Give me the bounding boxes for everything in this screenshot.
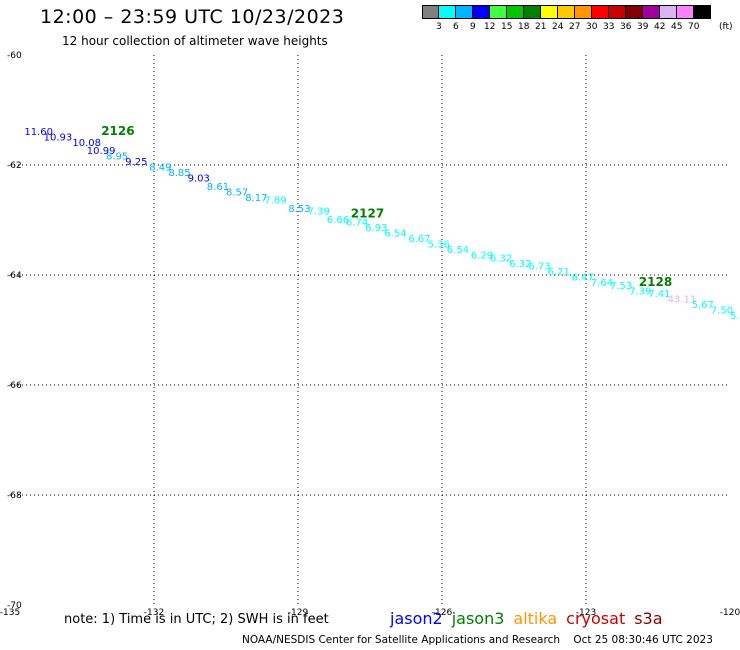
color-swatch — [626, 5, 643, 19]
wave-height-point: 7.64 — [591, 278, 613, 289]
wave-height-point: 10.08 — [72, 138, 101, 149]
x-tick-label: -129 — [288, 608, 309, 618]
color-scale-label: 6 — [453, 22, 459, 32]
color-swatch — [473, 5, 490, 19]
color-swatch — [575, 5, 592, 19]
wave-height-point: 5.67 — [692, 300, 714, 311]
wave-height-point: 7.41 — [648, 289, 670, 300]
wave-height-point: 5.36 — [428, 240, 450, 251]
x-tick-label: -120 — [720, 608, 740, 618]
color-scale-label: 30 — [586, 22, 598, 32]
color-scale-label: 24 — [552, 22, 564, 32]
wave-height-point: 8.61 — [207, 182, 229, 193]
color-scale-label: 42 — [654, 22, 666, 32]
color-scale-label: 9 — [470, 22, 476, 32]
color-swatch — [456, 5, 473, 19]
color-scale-label: 3 — [436, 22, 442, 32]
wave-height-point: 43.11 — [668, 295, 697, 306]
color-swatch — [439, 5, 456, 19]
chart-subtitle: 12 hour collection of altimeter wave hei… — [62, 34, 328, 48]
y-tick-label: -68 — [7, 491, 22, 501]
y-tick-label: -64 — [7, 271, 22, 281]
wave-height-point: 10.93 — [44, 132, 73, 143]
color-swatch — [677, 5, 694, 19]
pass-number-label: 2127 — [351, 206, 384, 220]
wave-height-point: 7.39 — [629, 286, 651, 297]
y-tick-label: -62 — [7, 161, 22, 171]
y-tick-label: -70 — [7, 601, 22, 611]
wave-height-point: 6.67 — [408, 234, 430, 245]
color-swatch — [558, 5, 575, 19]
satellite-label: s3a — [634, 609, 663, 628]
color-swatch — [660, 5, 677, 19]
color-swatch — [541, 5, 558, 19]
color-scale-label: 18 — [518, 22, 530, 32]
wave-height-point: 7.50 — [711, 306, 733, 317]
color-scale-label: 70 — [688, 22, 700, 32]
wave-height-point: 6.93 — [365, 223, 387, 234]
color-swatch — [694, 5, 711, 19]
wave-height-point: 6.47 — [572, 273, 594, 284]
x-tick-label: -135 — [0, 608, 20, 618]
wave-height-point: 6.32 — [509, 259, 531, 270]
color-scale-unit: (ft) — [719, 22, 733, 32]
color-scale-label: 27 — [569, 22, 581, 32]
color-swatch — [592, 5, 609, 19]
color-scale-legend — [422, 5, 711, 19]
color-scale-label: 12 — [484, 22, 496, 32]
color-swatch — [490, 5, 507, 19]
satellite-legend: jason2 jason3 altika cryosat s3a — [390, 609, 672, 628]
satellite-label: cryosat — [566, 609, 626, 628]
wave-height-point: 8.53 — [288, 204, 310, 215]
satellite-label: jason2 — [390, 609, 443, 628]
color-scale-label: 15 — [501, 22, 513, 32]
wave-height-point: 6.21 — [548, 267, 570, 278]
y-tick-label: -60 — [7, 51, 22, 61]
satellite-label: jason3 — [451, 609, 505, 628]
wave-height-point: 8.85 — [168, 168, 190, 179]
color-scale-label: 39 — [637, 22, 649, 32]
wave-height-point: 7.53 — [610, 281, 632, 292]
wave-height-point: 6.74 — [346, 218, 368, 229]
wave-height-point: 8.95 — [106, 152, 128, 163]
wave-height-point: 6.54 — [384, 229, 406, 240]
wave-height-point: 8.17 — [245, 193, 267, 204]
wave-height-point: 8.57 — [226, 187, 248, 198]
color-scale-label: 21 — [535, 22, 547, 32]
color-scale-label: 36 — [620, 22, 632, 32]
wave-height-point: 6.32 — [490, 253, 512, 264]
wave-height-point: 8.49 — [149, 163, 171, 174]
wave-height-point: 7.39 — [308, 207, 330, 218]
pass-number-label: 2126 — [101, 124, 134, 138]
color-swatch — [524, 5, 541, 19]
chart-title: 12:00 – 23:59 UTC 10/23/2023 — [40, 6, 345, 28]
color-swatch — [422, 5, 439, 19]
color-scale-label: 33 — [603, 22, 615, 32]
wave-height-point: 11.60 — [24, 127, 53, 138]
wave-height-point: 9.25 — [125, 157, 147, 168]
wave-height-point: 6.54 — [447, 245, 469, 256]
y-tick-label: -66 — [7, 381, 22, 391]
footer-credit: NOAA/NESDIS Center for Satellite Applica… — [242, 634, 713, 646]
color-scale-labels: 3 6 9 12 15 18 21 24 27 30 33 36 39 42 45 70 — [422, 22, 740, 34]
wave-height-point: 6.73 — [528, 262, 550, 273]
wave-height-point: 10.99 — [87, 146, 116, 157]
pass-number-label: 2128 — [639, 275, 672, 289]
wave-height-point: 6.29 — [471, 251, 493, 262]
footer-note: note: 1) Time is in UTC; 2) SWH is in fe… — [64, 612, 329, 627]
x-tick-label: -132 — [144, 608, 164, 618]
x-tick-label: -126 — [432, 608, 453, 618]
color-swatch — [609, 5, 626, 19]
wave-height-point: 6.66 — [327, 215, 349, 226]
color-swatch — [507, 5, 524, 19]
x-tick-label: -123 — [576, 608, 596, 618]
satellite-label: altika — [513, 609, 558, 628]
wave-height-point: 7.89 — [264, 196, 286, 207]
wave-height-point: 5.9 — [730, 311, 740, 322]
color-scale-label: 45 — [671, 22, 683, 32]
color-swatch — [643, 5, 660, 19]
wave-height-point: 9.03 — [188, 174, 210, 185]
